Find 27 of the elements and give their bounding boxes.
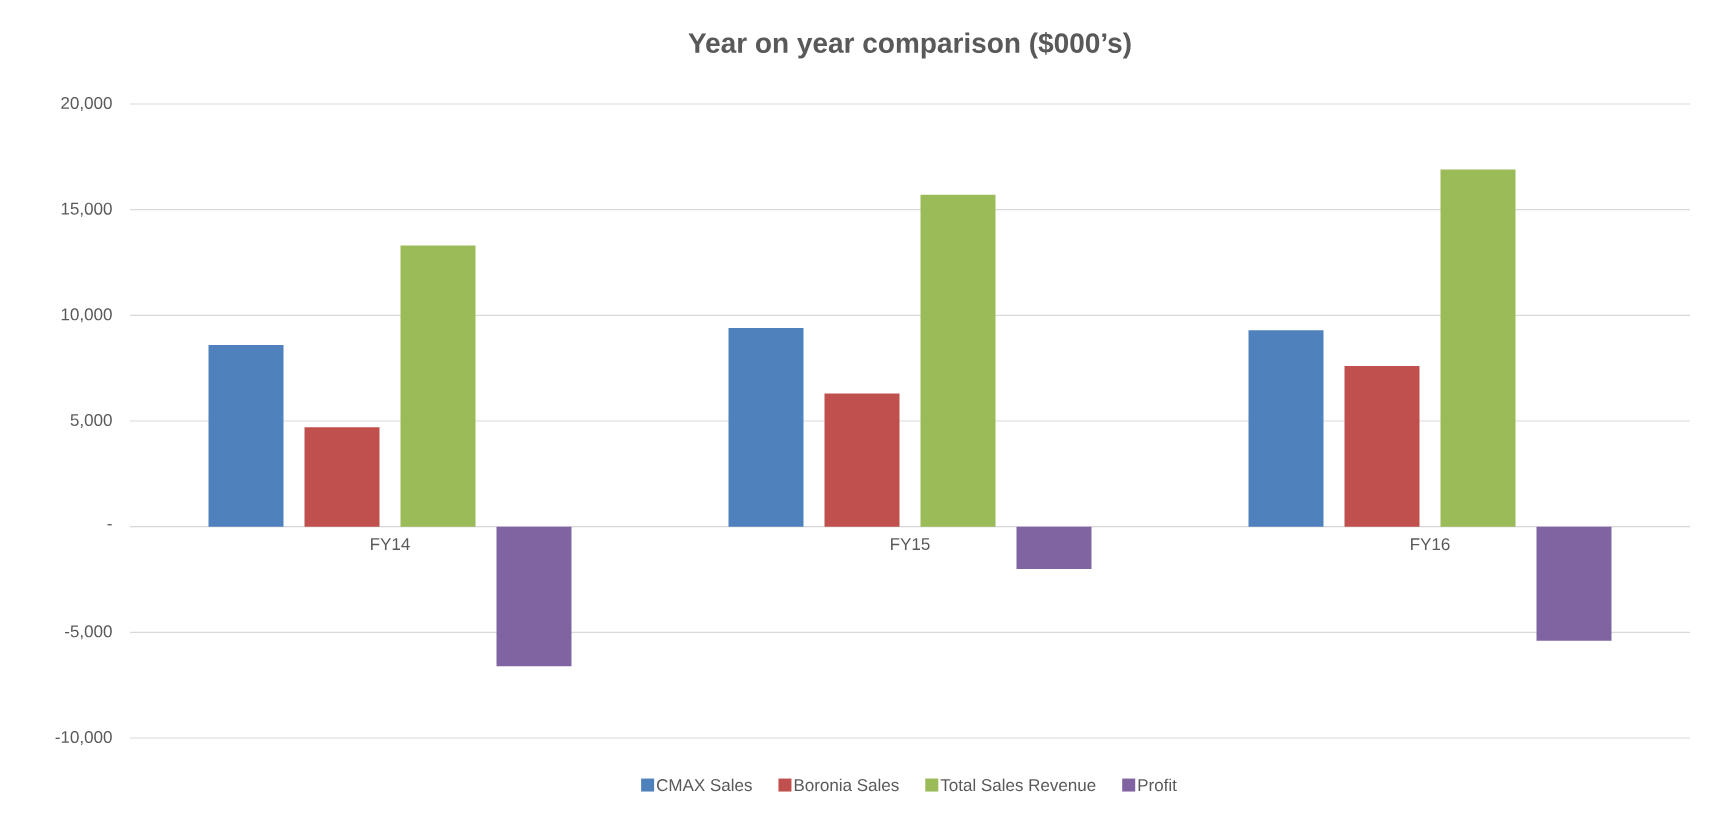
bar bbox=[824, 393, 900, 527]
bar bbox=[208, 344, 284, 527]
bar bbox=[728, 328, 804, 527]
y-tick-label: - bbox=[107, 524, 112, 526]
chart-title: Year on year comparison ($000’s) bbox=[688, 31, 1131, 59]
bar bbox=[1344, 366, 1420, 527]
bar bbox=[1440, 169, 1516, 527]
y-tick-label: 15,000 bbox=[61, 202, 112, 217]
y-tick-label: -10,000 bbox=[55, 730, 112, 746]
legend-label: Profit bbox=[1138, 778, 1177, 792]
bar bbox=[1248, 330, 1324, 527]
y-tick-label: 20,000 bbox=[61, 96, 112, 112]
x-tick-label: FY15 bbox=[891, 538, 930, 551]
bar bbox=[1016, 526, 1092, 569]
y-tick-label: 5,000 bbox=[70, 413, 112, 429]
y-tick-label: 10,000 bbox=[61, 308, 112, 323]
legend-label: CMAX Sales bbox=[656, 778, 752, 792]
x-tick-label: FY16 bbox=[1411, 538, 1450, 551]
bar bbox=[920, 194, 996, 527]
y-tick-label: -5,000 bbox=[65, 625, 112, 640]
bar bbox=[496, 526, 572, 667]
bar bbox=[304, 427, 380, 527]
bar bbox=[400, 245, 476, 527]
legend-label: Total Sales Revenue bbox=[940, 778, 1096, 792]
legend-label: Boronia Sales bbox=[794, 778, 899, 792]
bar bbox=[1536, 526, 1612, 641]
x-tick-label: FY14 bbox=[371, 538, 410, 550]
